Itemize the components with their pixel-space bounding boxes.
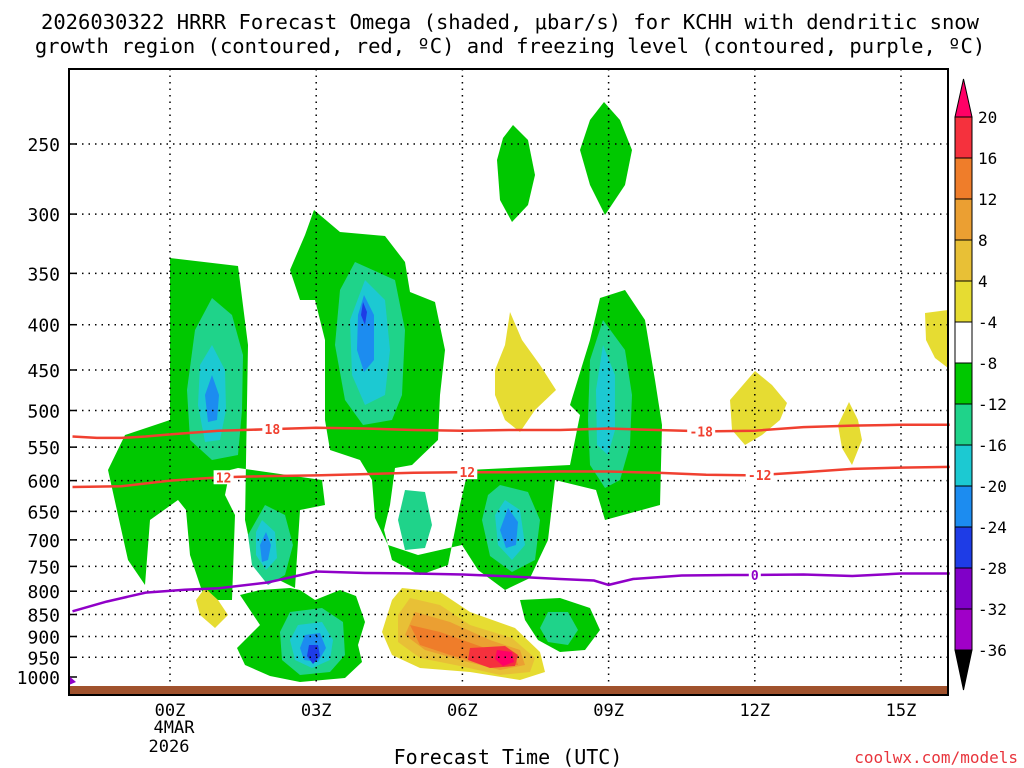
omega-region-green-top-right <box>580 102 632 215</box>
contour-label-bg--12-2 <box>745 468 774 483</box>
omega-region-yellow-3 <box>730 371 787 445</box>
contour-label-bg--12-1 <box>457 465 478 480</box>
colorbar-band-8 <box>954 444 973 487</box>
omega-region-darkblue-2 <box>361 302 367 325</box>
colorbar-label-7: -12 <box>978 395 1007 414</box>
colorbar-label-3: 8 <box>978 231 988 250</box>
contour-line-0 <box>72 570 950 613</box>
omega-region-teal-6 <box>398 490 432 550</box>
y-tick-label-750: 750 <box>27 557 60 578</box>
x-axis-title: Forecast Time (UTC) <box>394 745 623 768</box>
colorbar-min-arrow <box>954 649 973 691</box>
omega-region-blue-4 <box>260 532 271 562</box>
colorbar-band-10 <box>954 526 973 569</box>
x-tick-label-12Z: 12Z <box>739 701 770 721</box>
y-tick-label-300: 300 <box>27 205 60 226</box>
y-tick-label-250: 250 <box>27 135 60 156</box>
contour-label--12-1: 12 <box>459 466 475 481</box>
omega-region-green-upper-left <box>170 258 185 420</box>
y-tick-label-850: 850 <box>27 606 60 627</box>
plot-frame <box>68 68 949 696</box>
colorbar-band-4 <box>954 280 973 323</box>
colorbar-label-11: -28 <box>978 559 1007 578</box>
colorbar-band-1 <box>954 157 973 200</box>
omega-region-teal-8 <box>540 612 578 645</box>
y-tick-label-450: 450 <box>27 361 60 382</box>
y-tick-label-550: 550 <box>27 438 60 459</box>
pressure-gridlines <box>69 69 948 695</box>
colorbar-band-6 <box>954 362 973 405</box>
y-tick-label-400: 400 <box>27 316 60 337</box>
colorbar-band-11 <box>954 567 973 610</box>
contour-label-0-0: 0 <box>751 569 759 584</box>
colorbar-band-12 <box>954 608 973 651</box>
freezing-level-left-marker <box>69 676 76 685</box>
contour-line--18 <box>72 423 950 440</box>
colorbar-label-10: -24 <box>978 518 1007 537</box>
omega-region-yellow-4 <box>838 402 862 465</box>
colorbar-label-6: -8 <box>978 354 997 373</box>
x-axis-date-year: 2026 <box>149 737 190 757</box>
contour-label--12-2: -12 <box>748 469 771 484</box>
x-axis-date-day: 4MAR <box>154 718 196 738</box>
x-tick-label-09Z: 09Z <box>593 701 624 721</box>
colorbar-band-3 <box>954 239 973 282</box>
contour-label--18-0: 18 <box>265 423 281 438</box>
omega-region-yellow-2 <box>495 312 556 432</box>
y-tick-label-500: 500 <box>27 402 60 423</box>
ground-surface <box>69 686 948 695</box>
colorbar-band-2 <box>954 198 973 241</box>
y-axis-labels: 2503003504004505005506006507007508008509… <box>17 135 60 689</box>
colorbar-label-1: 16 <box>978 149 997 168</box>
x-tick-label-06Z: 06Z <box>447 701 478 721</box>
temperature-contours: 18 -18 12 12 -12 0 <box>72 422 950 613</box>
y-tick-label-650: 650 <box>27 502 60 523</box>
colorbar-label-2: 12 <box>978 190 997 209</box>
colorbar: 20 16 12 8 4 -4 -8 -12 -16 -20 -24 -28 -32 -36 <box>954 78 1007 691</box>
chart-title-line2: growth region (contoured, red, ºC) and f… <box>35 34 985 58</box>
omega-region-yellow-6 <box>196 588 228 628</box>
omega-region-green-top-mid <box>497 125 535 222</box>
y-tick-label-600: 600 <box>27 472 60 493</box>
y-tick-label-700: 700 <box>27 531 60 552</box>
colorbar-label-8: -16 <box>978 436 1007 455</box>
x-tick-label-03Z: 03Z <box>301 701 332 721</box>
contour-label-bg--18-1 <box>687 424 716 439</box>
colorbar-label-13: -36 <box>978 641 1007 660</box>
contour-label--12-0: 12 <box>216 471 232 486</box>
contour-label-bg--12-0 <box>213 470 234 485</box>
colorbar-band-5 <box>954 321 973 364</box>
contour-label--18-1: -18 <box>689 425 713 440</box>
y-tick-label-350: 350 <box>27 264 60 285</box>
colorbar-label-0: 20 <box>978 108 997 127</box>
omega-region-darkblue-1 <box>307 645 320 664</box>
colorbar-label-9: -20 <box>978 477 1007 496</box>
colorbar-band-0 <box>954 116 973 159</box>
omega-region-yellow-5 <box>925 310 948 368</box>
colorbar-max-arrow <box>954 78 973 118</box>
omega-region-blue-3 <box>500 508 518 548</box>
chart-title-line1: 2026030322 HRRR Forecast Omega (shaded, … <box>41 10 980 34</box>
y-tick-label-800: 800 <box>27 582 60 603</box>
contour-label-bg-0-0 <box>748 568 761 583</box>
omega-shading <box>108 102 948 682</box>
colorbar-band-9 <box>954 485 973 528</box>
colorbar-label-12: -32 <box>978 600 1007 619</box>
plot-area: 18 -18 12 12 -12 0 <box>68 68 950 696</box>
colorbar-band-7 <box>954 403 973 446</box>
colorbar-label-5: -4 <box>978 313 997 332</box>
colorbar-label-4: 4 <box>978 272 988 291</box>
x-axis-labels: 00Z 03Z 06Z 09Z 12Z 15Z <box>155 701 917 721</box>
y-tick-label-900: 900 <box>27 627 60 648</box>
y-tick-label-1000: 1000 <box>17 668 60 689</box>
x-tick-label-15Z: 15Z <box>886 701 917 721</box>
contour-label-bg--18-0 <box>262 422 283 437</box>
credit-text: coolwx.com/models <box>854 748 1018 767</box>
omega-region-blue-1 <box>205 375 219 422</box>
y-tick-label-950: 950 <box>27 648 60 669</box>
x-tick-label-00Z: 00Z <box>155 701 186 721</box>
